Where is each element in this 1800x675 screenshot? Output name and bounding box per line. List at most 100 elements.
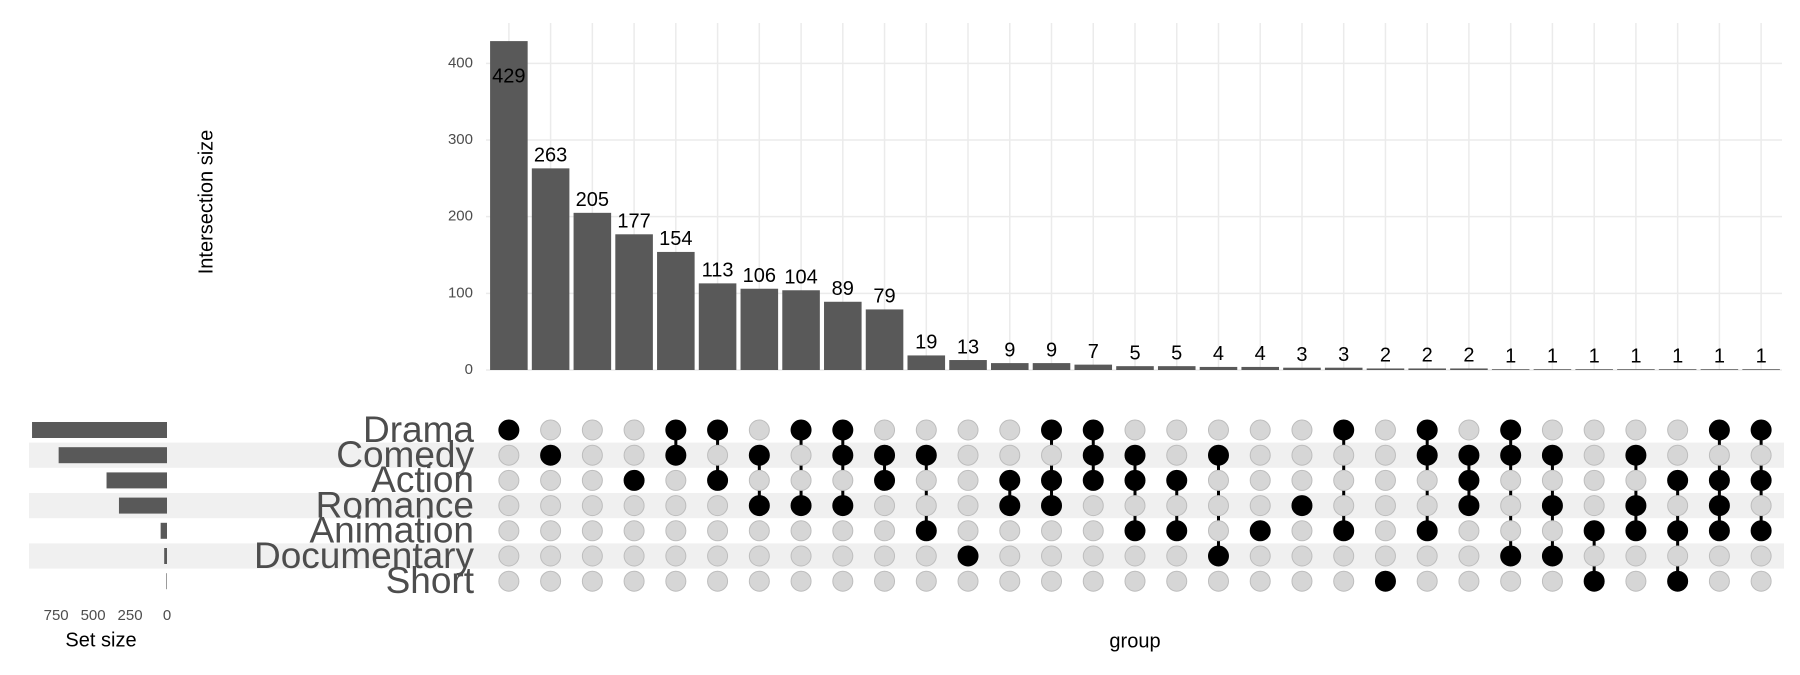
data-label: 4: [1213, 343, 1224, 365]
empty-dot: [1166, 419, 1188, 441]
empty-dot: [1166, 570, 1188, 592]
bar: [1533, 369, 1572, 370]
bar: [657, 251, 695, 370]
member-dot: [1166, 469, 1188, 491]
empty-dot: [915, 419, 937, 441]
empty-dot: [1458, 419, 1480, 441]
row-stripe: [29, 543, 1784, 569]
empty-dot: [540, 545, 562, 567]
data-label: 263: [534, 145, 567, 167]
empty-dot: [498, 545, 520, 567]
y-tick-label: 200: [448, 208, 473, 225]
empty-dot: [957, 570, 979, 592]
empty-dot: [1500, 495, 1522, 517]
set-label: Comedy: [336, 434, 474, 475]
empty-dot: [1708, 570, 1730, 592]
empty-dot: [957, 520, 979, 542]
member-dot: [999, 469, 1021, 491]
data-label: 1: [1547, 346, 1558, 368]
data-label: 79: [873, 286, 895, 308]
data-label: 104: [784, 267, 817, 289]
empty-dot: [707, 495, 729, 517]
bar: [573, 212, 612, 370]
bar: [1742, 369, 1780, 370]
member-dot: [1583, 520, 1605, 542]
empty-dot: [1124, 419, 1146, 441]
empty-dot: [1708, 545, 1730, 567]
empty-dot: [748, 469, 770, 491]
empty-dot: [623, 570, 645, 592]
empty-dot: [1207, 469, 1229, 491]
empty-dot: [1249, 570, 1271, 592]
empty-dot: [832, 570, 854, 592]
data-label: 205: [576, 189, 609, 211]
empty-dot: [1541, 419, 1563, 441]
x-tick-label: 500: [81, 607, 106, 624]
bar: [782, 290, 820, 370]
member-dot: [1416, 444, 1438, 466]
empty-dot: [1500, 520, 1522, 542]
bar: [490, 41, 528, 370]
member-dot: [1750, 469, 1772, 491]
empty-dot: [623, 444, 645, 466]
x-tick-label: 0: [163, 607, 171, 624]
empty-dot: [1249, 419, 1271, 441]
bar: [1450, 368, 1488, 370]
member-dot: [1124, 444, 1146, 466]
empty-dot: [957, 495, 979, 517]
empty-dot: [707, 545, 729, 567]
empty-dot: [1667, 444, 1689, 466]
member-dot: [1667, 520, 1689, 542]
y-tick-label: 0: [465, 361, 473, 378]
empty-dot: [665, 469, 687, 491]
data-label: 3: [1338, 344, 1349, 366]
empty-dot: [1374, 520, 1396, 542]
member-dot: [999, 495, 1021, 517]
empty-dot: [623, 520, 645, 542]
empty-dot: [790, 444, 812, 466]
empty-dot: [707, 444, 729, 466]
member-dot: [1124, 520, 1146, 542]
member-dot: [1458, 495, 1480, 517]
empty-dot: [1249, 495, 1271, 517]
empty-dot: [1333, 545, 1355, 567]
empty-dot: [1625, 545, 1647, 567]
y-tick-label: 300: [448, 131, 473, 148]
empty-dot: [1207, 570, 1229, 592]
member-dot: [874, 444, 896, 466]
data-label: 9: [1046, 339, 1057, 361]
empty-dot: [707, 570, 729, 592]
empty-dot: [1291, 545, 1313, 567]
member-dot: [1708, 419, 1730, 441]
empty-dot: [498, 495, 520, 517]
set-label: Action: [371, 459, 474, 500]
member-dot: [1082, 469, 1104, 491]
bar: [1617, 369, 1655, 370]
empty-dot: [1082, 520, 1104, 542]
y-tick-label: 400: [448, 54, 473, 71]
empty-dot: [581, 520, 603, 542]
empty-dot: [1750, 444, 1772, 466]
empty-dot: [790, 545, 812, 567]
data-label: 113: [702, 260, 734, 282]
member-dot: [540, 444, 562, 466]
member-dot: [790, 419, 812, 441]
empty-dot: [915, 495, 937, 517]
data-label: 1: [1630, 346, 1641, 368]
empty-dot: [1625, 570, 1647, 592]
empty-dot: [581, 545, 603, 567]
member-dot: [1458, 469, 1480, 491]
data-label: 1: [1756, 346, 1767, 368]
y-tick-label: 100: [448, 284, 473, 301]
data-label: 5: [1129, 342, 1140, 364]
empty-dot: [1124, 570, 1146, 592]
empty-dot: [1374, 495, 1396, 517]
data-label: 2: [1380, 345, 1391, 367]
member-dot: [1166, 520, 1188, 542]
data-label: 429: [492, 65, 525, 87]
empty-dot: [1082, 545, 1104, 567]
bar: [1116, 366, 1154, 370]
empty-dot: [999, 520, 1021, 542]
member-dot: [1207, 444, 1229, 466]
empty-dot: [748, 570, 770, 592]
